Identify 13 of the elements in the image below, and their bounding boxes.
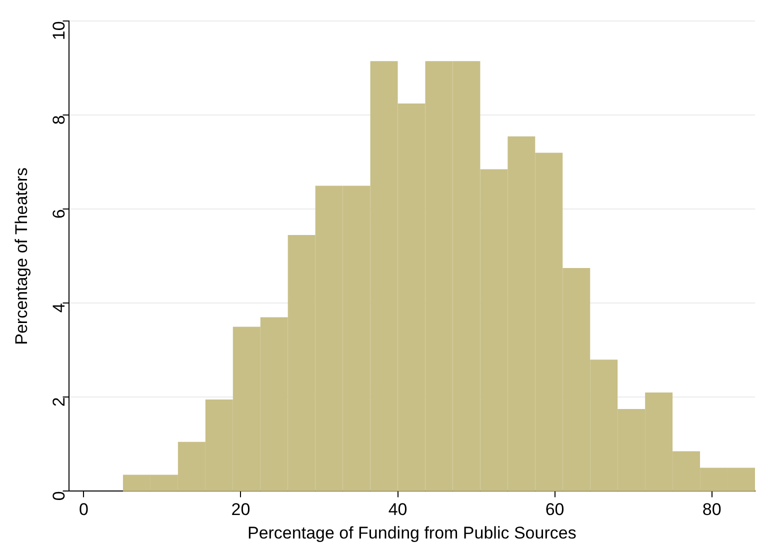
y-tick-label: 0	[49, 491, 68, 501]
x-axis-title: Percentage of Funding from Public Sources	[247, 523, 576, 542]
y-tick-label: 4	[49, 303, 68, 313]
x-tick-label: 60	[545, 500, 564, 520]
y-tick-label: 2	[49, 397, 68, 407]
x-tick-label: 20	[231, 500, 250, 520]
x-tick-label: 80	[702, 500, 722, 520]
y-tick-label: 10	[49, 21, 68, 40]
y-tick-label: 6	[49, 209, 68, 219]
y-tick-label: 8	[49, 115, 68, 125]
y-axis-title: Percentage of Theaters	[12, 168, 31, 345]
x-tick-label: 40	[388, 500, 408, 520]
x-tick-label: 0	[78, 500, 88, 520]
